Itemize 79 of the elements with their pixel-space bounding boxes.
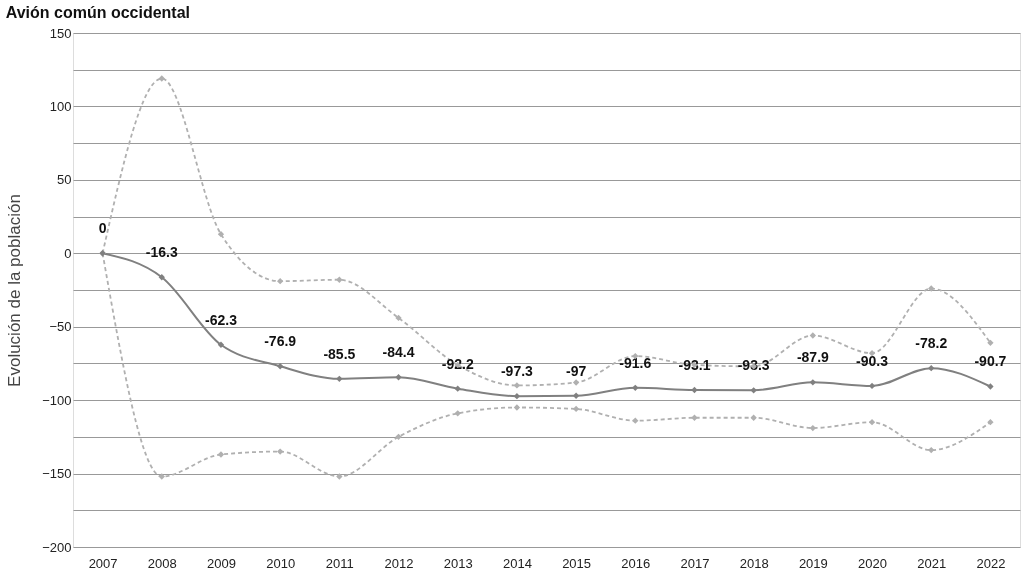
point <box>632 417 639 424</box>
y-tick-label: 100 <box>49 98 72 114</box>
point <box>987 383 994 390</box>
data-label: -87.9 <box>796 349 830 366</box>
y-tick-label: −150 <box>42 466 72 482</box>
y-axis-title: Evolución de la población <box>5 194 25 387</box>
y-tick-label: −50 <box>49 319 72 335</box>
x-tick-label: 2018 <box>739 555 769 571</box>
point <box>809 332 817 339</box>
point <box>572 379 580 386</box>
point <box>691 386 698 394</box>
point <box>987 419 994 426</box>
point <box>632 384 639 391</box>
data-label: -97 <box>565 362 587 379</box>
x-tick-label: 2011 <box>325 555 354 571</box>
point <box>809 379 817 386</box>
x-tick-label: 2012 <box>384 555 414 571</box>
point <box>217 231 225 238</box>
point <box>158 274 165 281</box>
data-label: -85.5 <box>323 345 356 362</box>
data-label: -90.3 <box>856 352 889 369</box>
point <box>395 433 402 441</box>
point <box>513 393 521 400</box>
x-tick-label: 2014 <box>502 555 532 571</box>
x-tick-label: 2016 <box>621 555 651 571</box>
point <box>454 410 461 417</box>
x-tick-label: 2019 <box>798 555 828 571</box>
x-tick-label: 2020 <box>858 555 887 571</box>
point <box>395 374 402 381</box>
x-tick-label: 2015 <box>562 555 592 571</box>
point <box>750 387 757 394</box>
point <box>276 448 284 455</box>
point <box>928 285 935 292</box>
data-label: -93.1 <box>678 357 711 374</box>
point <box>217 341 225 348</box>
data-label: -97.3 <box>500 363 534 380</box>
point <box>336 276 343 283</box>
point <box>454 385 461 392</box>
data-label: -16.3 <box>145 244 178 261</box>
point <box>750 414 757 421</box>
point <box>158 75 165 82</box>
point <box>276 363 284 370</box>
data-label: 0 <box>98 220 107 237</box>
point <box>336 473 343 480</box>
x-tick-label: 2022 <box>976 555 1006 571</box>
x-tick-label: 2013 <box>443 555 473 571</box>
point <box>928 446 935 454</box>
data-label: -78.2 <box>915 335 948 352</box>
data-label: -93.3 <box>737 357 770 374</box>
point <box>158 473 165 480</box>
point <box>691 414 698 421</box>
y-tick-label: −200 <box>42 539 72 555</box>
point <box>513 382 521 389</box>
point <box>217 451 225 458</box>
x-tick-label: 2021 <box>917 555 947 571</box>
point <box>336 375 343 383</box>
x-tick-label: 2008 <box>147 555 177 571</box>
data-label: -62.3 <box>205 311 238 328</box>
data-label: -76.9 <box>264 333 297 350</box>
x-tick-label: 2010 <box>266 555 296 571</box>
y-tick-label: 50 <box>57 172 72 188</box>
data-label: -84.4 <box>382 344 415 361</box>
data-label: -90.7 <box>974 353 1007 370</box>
point <box>987 339 994 347</box>
chart-title: Avión común occidental <box>5 4 191 21</box>
point <box>395 314 402 322</box>
x-tick-label: 2017 <box>680 555 710 571</box>
y-tick-label: 150 <box>49 25 72 41</box>
x-tick-label: 2009 <box>207 555 236 571</box>
point <box>928 364 935 372</box>
y-tick-label: −100 <box>42 392 72 408</box>
data-label: -91.6 <box>619 354 652 371</box>
point <box>572 405 580 413</box>
point <box>513 404 521 411</box>
point <box>868 419 876 426</box>
point <box>572 392 580 399</box>
y-tick-label: 0 <box>64 245 72 261</box>
x-tick-label: 2007 <box>88 555 118 571</box>
point <box>276 278 284 285</box>
